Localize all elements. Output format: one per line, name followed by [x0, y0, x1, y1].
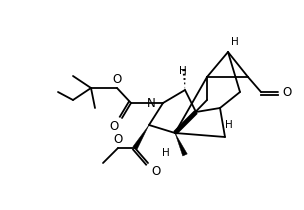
Text: H: H: [162, 148, 170, 158]
Polygon shape: [175, 133, 187, 156]
Text: O: O: [282, 85, 291, 98]
Polygon shape: [133, 125, 149, 149]
Text: O: O: [151, 165, 160, 178]
Text: H: H: [225, 120, 233, 130]
Text: O: O: [112, 73, 122, 86]
Text: O: O: [110, 120, 119, 133]
Text: N: N: [147, 97, 156, 109]
Text: H: H: [179, 66, 187, 76]
Text: O: O: [113, 133, 123, 146]
Text: H: H: [231, 37, 239, 47]
